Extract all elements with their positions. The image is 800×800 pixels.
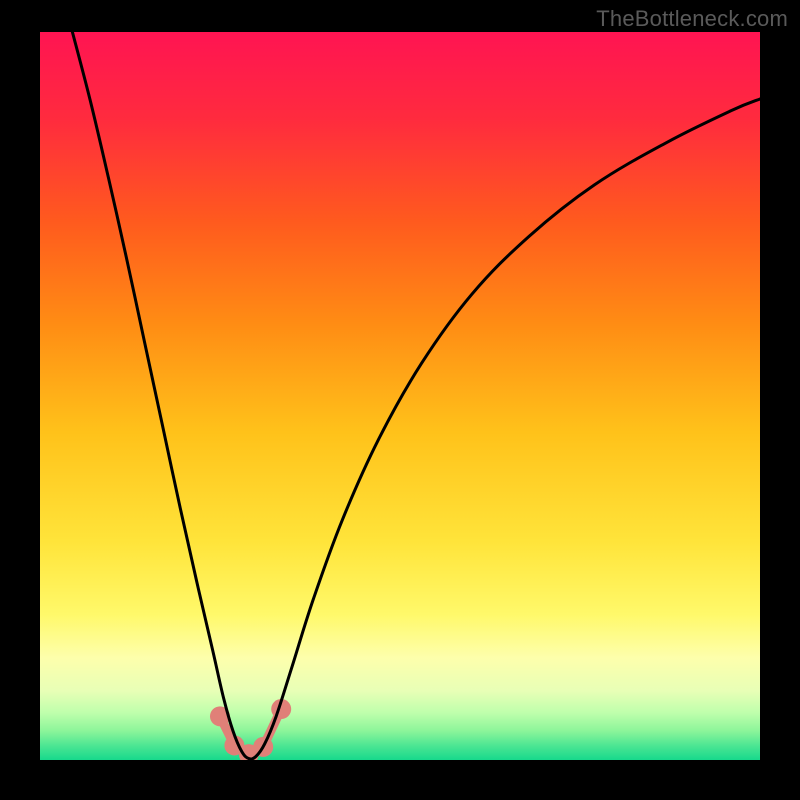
gradient-background bbox=[40, 32, 760, 760]
watermark-text: TheBottleneck.com bbox=[596, 6, 788, 32]
chart-frame: TheBottleneck.com bbox=[0, 0, 800, 800]
plot-area bbox=[40, 32, 760, 760]
bottleneck-curve-chart bbox=[40, 32, 760, 760]
